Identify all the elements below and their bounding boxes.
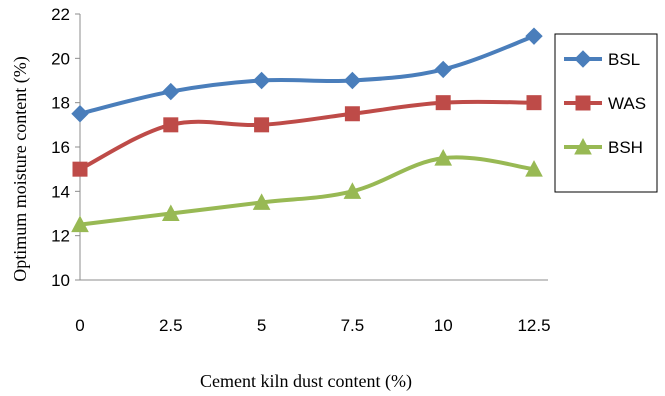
- x-tick-label: 12.5: [517, 316, 550, 335]
- x-axis-title: Cement kiln dust content (%): [200, 371, 412, 392]
- data-point-was: [163, 117, 179, 133]
- series-group: [71, 27, 543, 233]
- data-point-bsl: [434, 60, 452, 79]
- series-bsh: [71, 149, 543, 233]
- x-tick-label: 2.5: [159, 316, 183, 335]
- data-point-bsh: [434, 149, 453, 166]
- y-tick-label: 22: [51, 5, 70, 24]
- y-tick-label: 12: [51, 227, 70, 246]
- data-point-was: [344, 106, 360, 122]
- series-was: [72, 95, 542, 177]
- data-point-bsl: [71, 105, 89, 123]
- legend-item-bsl: BSL: [564, 50, 640, 69]
- y-tick-label: 14: [51, 182, 70, 201]
- data-point-bsl: [343, 71, 362, 90]
- y-tick-label: 10: [51, 271, 70, 290]
- legend: BSL WAS BSH: [554, 33, 658, 193]
- y-axis-title: Optimum moisture content (%): [10, 56, 31, 281]
- series-line-bsl: [78, 34, 536, 116]
- legend-label: BSH: [608, 138, 643, 157]
- legend-item-bsh: BSH: [564, 137, 643, 157]
- data-point-bsl: [525, 27, 543, 45]
- legend-item-was: WAS: [564, 94, 646, 113]
- x-tick-label: 0: [75, 316, 84, 335]
- data-point-bsh: [161, 204, 180, 221]
- legend-label: BSL: [608, 50, 640, 69]
- legend-marker-bsh: [574, 137, 592, 155]
- legend-marker-was: [575, 95, 591, 111]
- data-point-bsh: [252, 193, 271, 210]
- data-point-bsh: [343, 182, 362, 199]
- data-point-bsl: [252, 71, 271, 90]
- series-line-bsh: [78, 155, 536, 227]
- x-tick-label: 7.5: [341, 316, 365, 335]
- data-point-bsh: [525, 160, 543, 177]
- data-point-was: [254, 117, 270, 133]
- data-point-was: [72, 161, 88, 177]
- axes: 10 12 14 16 18 20 22 0 2.5 5 7.5 10 12.5: [51, 5, 550, 335]
- legend-marker-bsl: [574, 50, 592, 68]
- series-line-was: [78, 99, 536, 172]
- x-tick-label: 10: [434, 316, 453, 335]
- x-tick-label: 5: [257, 316, 266, 335]
- y-tick-label: 20: [51, 49, 70, 68]
- data-point-bsl: [162, 82, 180, 101]
- data-point-bsh: [71, 215, 89, 233]
- legend-label: WAS: [608, 94, 646, 113]
- series-bsl: [71, 27, 543, 123]
- data-point-was: [435, 95, 451, 111]
- y-tick-label: 18: [51, 94, 70, 113]
- y-tick-label: 16: [51, 138, 70, 157]
- data-point-was: [526, 95, 542, 111]
